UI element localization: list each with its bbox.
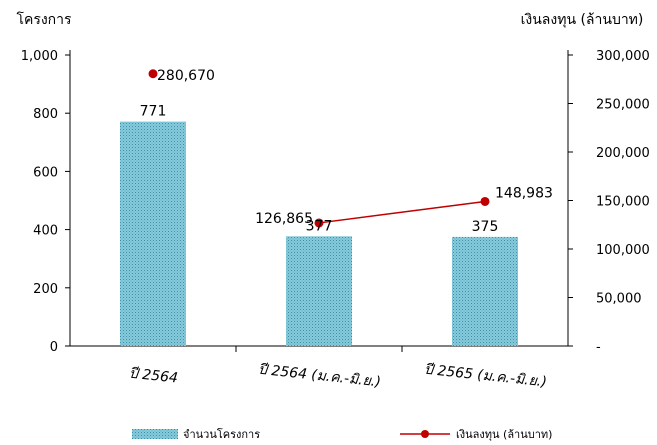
- bar-value-label: 375: [472, 219, 499, 235]
- left-axis-title: โครงการ: [16, 11, 72, 28]
- bar: [286, 236, 352, 346]
- line-point: [148, 69, 158, 79]
- axes: 0 200 400 600 800 1,000 - 50,000 100,000 150,000 2…: [21, 49, 650, 355]
- line-segment: [318, 200, 486, 224]
- bar-value-label: 377: [306, 218, 333, 234]
- right-axis-tick-label: 200,000: [596, 146, 650, 161]
- left-axis-tick-label: 1,000: [21, 49, 58, 64]
- bar: [452, 236, 518, 346]
- right-axis-title: เงินลงทุน (ล้านบาท): [521, 12, 644, 28]
- legend-bar-label: จำนวนโครงการ: [183, 427, 260, 441]
- line-point: [480, 196, 490, 206]
- line-series: [148, 69, 490, 228]
- data-labels: 771 377 375 280,670 126,865 148,983: [140, 68, 553, 235]
- left-axis-tick-label: 400: [33, 224, 58, 239]
- bar-value-label: 771: [140, 104, 167, 120]
- legend-line-label: เงินลงทุน (ล้านบาท): [456, 428, 552, 441]
- right-axis-tick-label: 250,000: [596, 98, 650, 113]
- legend-bar-swatch: [132, 429, 178, 439]
- bars-series: [120, 121, 518, 346]
- category-label: ปี 2564 (ม.ค.-มิ.ย.): [257, 362, 381, 391]
- line-value-label: 126,865: [255, 211, 313, 227]
- line-point: [314, 218, 324, 228]
- line-value-label: 280,670: [157, 68, 215, 84]
- right-axis-tick-label: 50,000: [596, 292, 642, 307]
- line-value-label: 148,983: [495, 185, 553, 201]
- category-label: ปี 2565 (ม.ค.-มิ.ย.): [423, 362, 547, 391]
- left-axis-tick-label: 600: [33, 165, 58, 180]
- category-label: ปี 2564: [128, 366, 178, 387]
- legend: จำนวนโครงการ เงินลงทุน (ล้านบาท): [132, 427, 552, 441]
- left-axis-tick-label: 800: [33, 107, 58, 122]
- right-axis-tick-label: 300,000: [596, 49, 650, 64]
- category-labels: ปี 2564 ปี 2564 (ม.ค.-มิ.ย.) ปี 2565 (ม.ค.…: [128, 362, 547, 391]
- left-axis-tick-label: 200: [33, 282, 58, 297]
- legend-line-marker: [421, 430, 429, 438]
- right-axis-tick-label: -: [596, 340, 601, 355]
- right-axis-tick-label: 100,000: [596, 243, 650, 258]
- right-axis-tick-label: 150,000: [596, 195, 650, 210]
- bar: [120, 121, 186, 346]
- left-axis-tick-label: 0: [50, 340, 58, 355]
